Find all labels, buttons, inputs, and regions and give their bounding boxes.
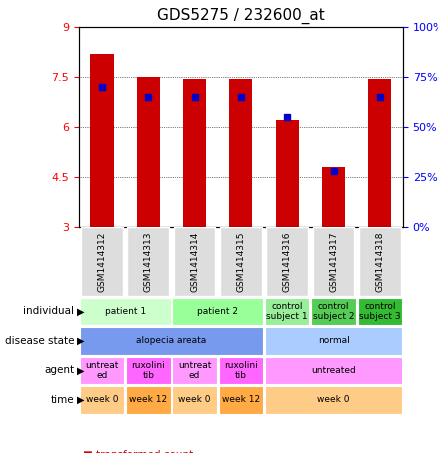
- Bar: [230, 79, 252, 226]
- Title: GDS5275 / 232600_at: GDS5275 / 232600_at: [157, 8, 325, 24]
- Text: ▶: ▶: [77, 336, 84, 346]
- Text: individual: individual: [24, 306, 74, 317]
- FancyBboxPatch shape: [357, 298, 402, 325]
- Text: untreat
ed: untreat ed: [178, 361, 211, 380]
- FancyBboxPatch shape: [174, 227, 215, 296]
- Text: GSM1414313: GSM1414313: [144, 231, 153, 292]
- Bar: [137, 77, 160, 226]
- FancyBboxPatch shape: [80, 386, 124, 414]
- Text: ruxolini
tib: ruxolini tib: [131, 361, 165, 380]
- FancyBboxPatch shape: [311, 298, 356, 325]
- Bar: [368, 79, 392, 226]
- FancyBboxPatch shape: [127, 227, 169, 296]
- Text: untreat
ed: untreat ed: [85, 361, 119, 380]
- Text: GSM1414312: GSM1414312: [98, 231, 106, 292]
- Bar: [90, 54, 113, 226]
- Text: week 0: week 0: [317, 395, 350, 404]
- Text: control
subject 3: control subject 3: [359, 302, 401, 321]
- FancyBboxPatch shape: [313, 227, 354, 296]
- Text: GSM1414318: GSM1414318: [375, 231, 384, 292]
- Text: week 0: week 0: [86, 395, 118, 404]
- Text: GSM1414316: GSM1414316: [283, 231, 292, 292]
- Text: ■ transformed count: ■ transformed count: [83, 450, 194, 453]
- FancyBboxPatch shape: [265, 357, 402, 384]
- FancyBboxPatch shape: [265, 327, 402, 355]
- FancyBboxPatch shape: [266, 227, 308, 296]
- Text: ▶: ▶: [77, 365, 84, 376]
- Bar: [276, 120, 299, 226]
- Text: disease state: disease state: [5, 336, 74, 346]
- Bar: [322, 167, 345, 226]
- FancyBboxPatch shape: [359, 227, 401, 296]
- Bar: [183, 79, 206, 226]
- FancyBboxPatch shape: [219, 357, 263, 384]
- FancyBboxPatch shape: [220, 227, 262, 296]
- FancyBboxPatch shape: [219, 386, 263, 414]
- FancyBboxPatch shape: [173, 298, 263, 325]
- Text: ▶: ▶: [77, 306, 84, 317]
- FancyBboxPatch shape: [81, 227, 123, 296]
- FancyBboxPatch shape: [80, 357, 124, 384]
- Text: untreated: untreated: [311, 366, 356, 375]
- FancyBboxPatch shape: [265, 298, 309, 325]
- Text: patient 1: patient 1: [105, 307, 146, 316]
- Text: GSM1414315: GSM1414315: [237, 231, 245, 292]
- Text: week 12: week 12: [129, 395, 167, 404]
- FancyBboxPatch shape: [80, 327, 263, 355]
- FancyBboxPatch shape: [126, 386, 170, 414]
- Text: agent: agent: [44, 365, 74, 376]
- Text: ▶: ▶: [77, 395, 84, 405]
- Text: GSM1414314: GSM1414314: [190, 231, 199, 292]
- Text: patient 2: patient 2: [197, 307, 238, 316]
- Text: control
subject 1: control subject 1: [266, 302, 308, 321]
- Text: GSM1414317: GSM1414317: [329, 231, 338, 292]
- Text: alopecia areata: alopecia areata: [136, 337, 207, 345]
- Text: ruxolini
tib: ruxolini tib: [224, 361, 258, 380]
- Text: normal: normal: [318, 337, 350, 345]
- FancyBboxPatch shape: [80, 298, 170, 325]
- Text: time: time: [51, 395, 74, 405]
- FancyBboxPatch shape: [173, 386, 217, 414]
- Text: week 12: week 12: [222, 395, 260, 404]
- Text: week 0: week 0: [178, 395, 211, 404]
- FancyBboxPatch shape: [126, 357, 170, 384]
- FancyBboxPatch shape: [265, 386, 402, 414]
- Text: control
subject 2: control subject 2: [313, 302, 354, 321]
- FancyBboxPatch shape: [173, 357, 217, 384]
